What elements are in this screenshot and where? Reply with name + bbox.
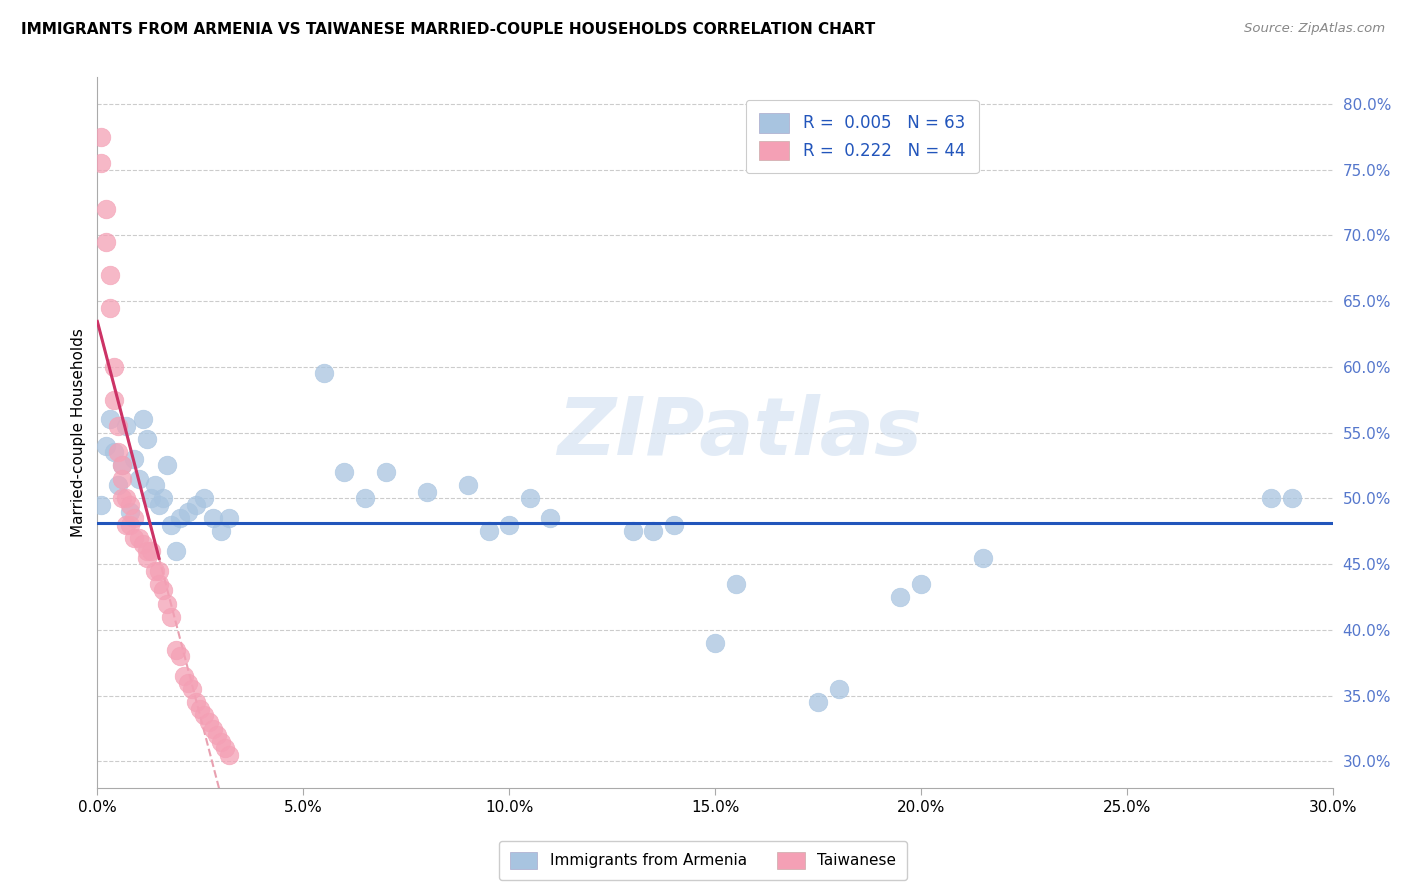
- Point: [201, 722, 224, 736]
- Legend: R =  0.005   N = 63, R =  0.222   N = 44: R = 0.005 N = 63, R = 0.222 N = 44: [747, 100, 979, 173]
- Point: [152, 583, 174, 598]
- Point: [354, 491, 377, 506]
- Point: [201, 511, 224, 525]
- Point: [90, 498, 112, 512]
- Point: [186, 498, 208, 512]
- Y-axis label: Married-couple Households: Married-couple Households: [72, 328, 86, 537]
- Point: [103, 392, 125, 407]
- Point: [94, 202, 117, 216]
- Point: [186, 695, 208, 709]
- Point: [94, 235, 117, 249]
- Point: [135, 550, 157, 565]
- Point: [115, 517, 138, 532]
- Point: [165, 642, 187, 657]
- Point: [498, 517, 520, 532]
- Point: [1281, 491, 1303, 506]
- Point: [111, 472, 134, 486]
- Point: [519, 491, 541, 506]
- Point: [173, 669, 195, 683]
- Point: [643, 524, 665, 539]
- Point: [135, 432, 157, 446]
- Point: [169, 511, 191, 525]
- Point: [107, 478, 129, 492]
- Point: [333, 465, 356, 479]
- Point: [827, 682, 849, 697]
- Point: [111, 458, 134, 473]
- Point: [724, 577, 747, 591]
- Point: [124, 511, 146, 525]
- Point: [218, 511, 240, 525]
- Point: [169, 649, 191, 664]
- Point: [205, 728, 228, 742]
- Point: [111, 491, 134, 506]
- Point: [538, 511, 561, 525]
- Point: [128, 472, 150, 486]
- Point: [98, 301, 121, 315]
- Point: [156, 458, 179, 473]
- Legend: Immigrants from Armenia, Taiwanese: Immigrants from Armenia, Taiwanese: [499, 841, 907, 880]
- Point: [135, 544, 157, 558]
- Point: [621, 524, 644, 539]
- Point: [94, 439, 117, 453]
- Point: [214, 741, 236, 756]
- Point: [177, 675, 200, 690]
- Point: [98, 268, 121, 282]
- Point: [148, 498, 170, 512]
- Point: [111, 458, 134, 473]
- Point: [193, 708, 215, 723]
- Point: [209, 735, 232, 749]
- Point: [177, 504, 200, 518]
- Point: [120, 517, 142, 532]
- Point: [115, 491, 138, 506]
- Text: ZIPatlas: ZIPatlas: [557, 393, 922, 472]
- Point: [124, 531, 146, 545]
- Point: [148, 564, 170, 578]
- Point: [143, 564, 166, 578]
- Point: [156, 597, 179, 611]
- Point: [807, 695, 830, 709]
- Point: [197, 714, 219, 729]
- Point: [115, 419, 138, 434]
- Point: [218, 747, 240, 762]
- Point: [120, 498, 142, 512]
- Text: Source: ZipAtlas.com: Source: ZipAtlas.com: [1244, 22, 1385, 36]
- Point: [972, 550, 994, 565]
- Point: [103, 445, 125, 459]
- Point: [889, 590, 911, 604]
- Point: [910, 577, 932, 591]
- Point: [209, 524, 232, 539]
- Point: [193, 491, 215, 506]
- Point: [160, 609, 183, 624]
- Point: [152, 491, 174, 506]
- Point: [103, 359, 125, 374]
- Point: [131, 412, 153, 426]
- Point: [139, 544, 162, 558]
- Point: [148, 577, 170, 591]
- Point: [131, 537, 153, 551]
- Point: [90, 156, 112, 170]
- Point: [416, 484, 439, 499]
- Point: [312, 367, 335, 381]
- Point: [128, 531, 150, 545]
- Point: [165, 544, 187, 558]
- Point: [120, 504, 142, 518]
- Text: IMMIGRANTS FROM ARMENIA VS TAIWANESE MARRIED-COUPLE HOUSEHOLDS CORRELATION CHART: IMMIGRANTS FROM ARMENIA VS TAIWANESE MAR…: [21, 22, 876, 37]
- Point: [1260, 491, 1282, 506]
- Point: [477, 524, 499, 539]
- Point: [124, 451, 146, 466]
- Point: [98, 412, 121, 426]
- Point: [704, 636, 727, 650]
- Point: [107, 419, 129, 434]
- Point: [143, 478, 166, 492]
- Point: [90, 129, 112, 144]
- Point: [181, 682, 204, 697]
- Point: [662, 517, 685, 532]
- Point: [107, 445, 129, 459]
- Point: [457, 478, 479, 492]
- Point: [188, 702, 211, 716]
- Point: [374, 465, 396, 479]
- Point: [139, 491, 162, 506]
- Point: [160, 517, 183, 532]
